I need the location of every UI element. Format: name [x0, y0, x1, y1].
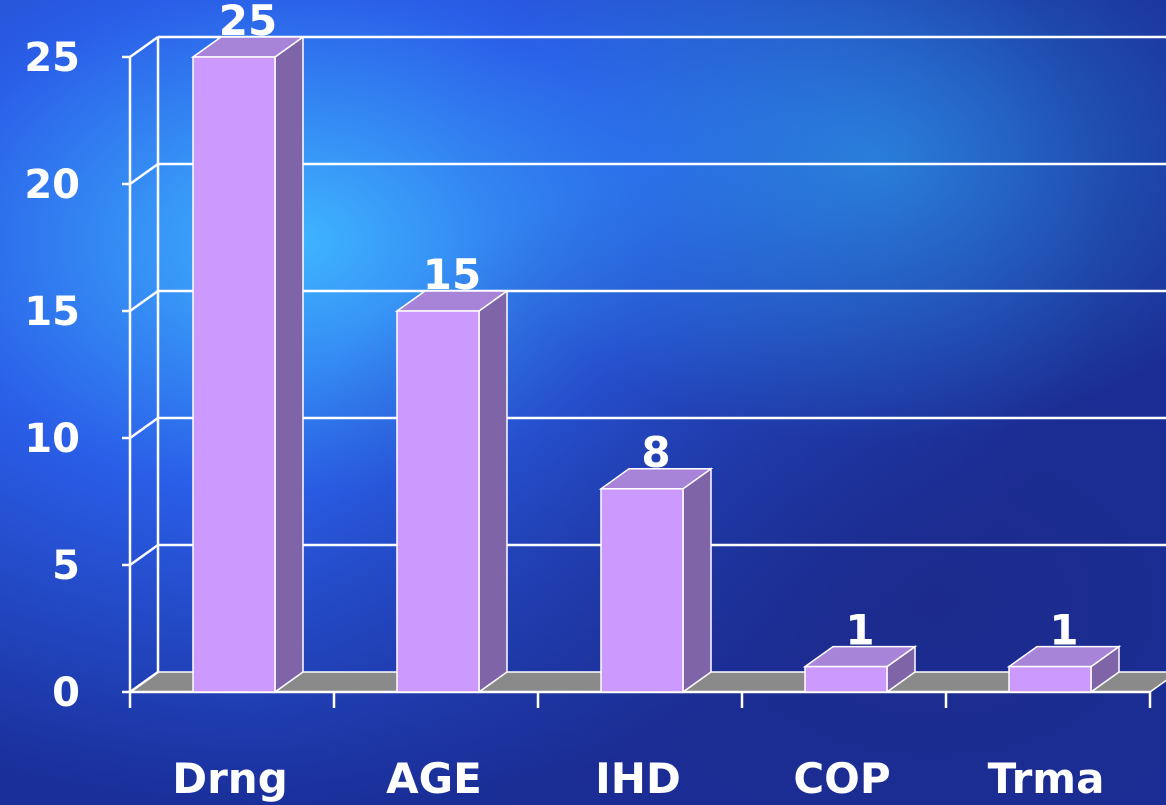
data-label: 8: [641, 428, 670, 477]
bar-side: [478, 289, 508, 694]
bar: [1008, 665, 1092, 693]
y-tick-label: 20: [24, 162, 80, 208]
bar-side: [682, 467, 712, 694]
gridline-side: [129, 416, 159, 440]
x-tick-label: Drng: [172, 754, 288, 803]
x-tick-label: IHD: [595, 754, 681, 803]
x-tick-label: COP: [793, 754, 890, 803]
gridline-side: [129, 543, 159, 567]
bar: [396, 310, 480, 693]
bar: [192, 56, 276, 693]
data-label: 1: [1049, 606, 1078, 655]
bar-side: [274, 35, 304, 694]
plot-area: 0 5 10 15 20 25 25 Drng 15 AGE 8 IHD 1 COP 1 Trma: [24, 0, 1166, 803]
x-tick-label: Trma: [988, 754, 1105, 803]
y-tick-label: 5: [52, 543, 80, 589]
x-tick-label: AGE: [386, 754, 482, 803]
gridline-side: [129, 162, 159, 186]
gridline-side: [129, 289, 159, 313]
y-tick-label: 0: [52, 670, 80, 716]
data-label: 25: [219, 0, 277, 45]
data-label: 15: [423, 250, 481, 299]
bar: [600, 488, 684, 693]
gridline-side: [129, 35, 159, 59]
y-tick-label: 15: [24, 289, 80, 335]
gridline-side: [129, 670, 159, 694]
y-tick-label: 10: [24, 416, 80, 462]
y-tick-label: 25: [24, 35, 80, 81]
bar: [804, 665, 888, 693]
data-label: 1: [845, 606, 874, 655]
